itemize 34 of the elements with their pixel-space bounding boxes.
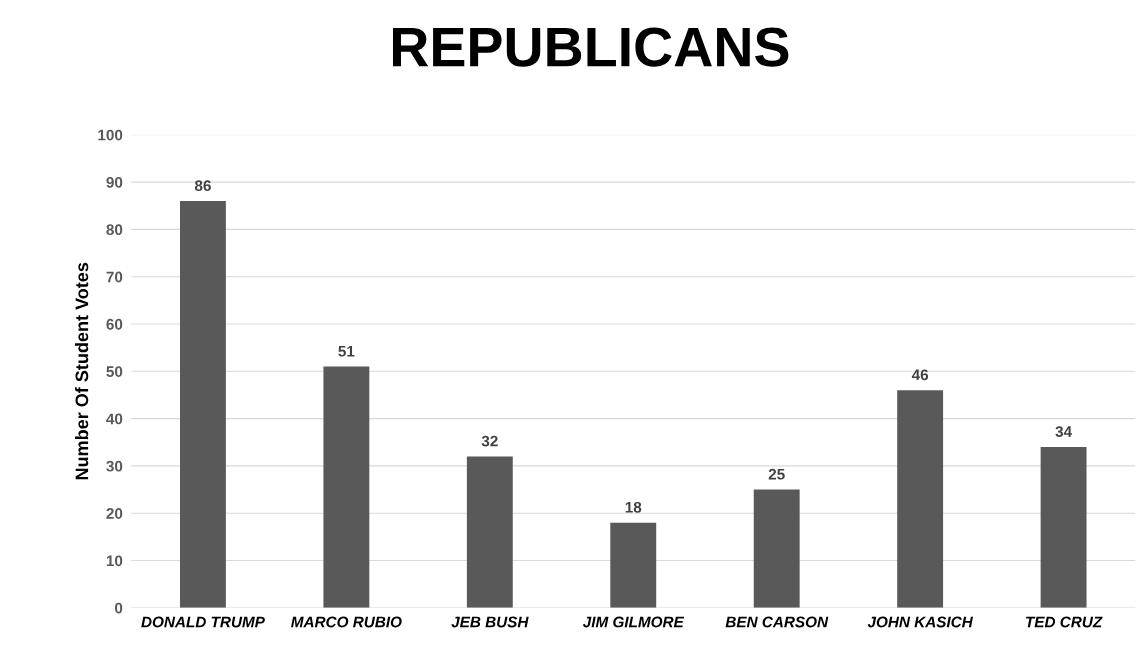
chart-title: REPUBLICANS xyxy=(392,27,789,67)
data-label: 25 xyxy=(768,468,785,480)
y-tick-label: 40 xyxy=(106,413,123,425)
x-tick-label: JOHN KASICH xyxy=(867,616,974,628)
y-tick-label: 80 xyxy=(106,224,123,236)
data-label: 18 xyxy=(625,501,642,513)
y-tick-label: 70 xyxy=(106,271,123,283)
bar xyxy=(610,522,657,608)
x-tick-label: JIM GILMORE xyxy=(582,616,685,628)
x-tick-label: TED CRUZ xyxy=(1026,616,1103,628)
x-tick-label: DONALD TRUMP xyxy=(141,616,265,628)
bar xyxy=(179,201,226,608)
y-tick-label: 50 xyxy=(106,366,123,377)
x-tick-label: JEB BUSH xyxy=(451,616,529,628)
data-label: 46 xyxy=(911,369,929,381)
y-axis-title: Number Of Student Votes xyxy=(75,262,89,480)
bar xyxy=(323,366,370,608)
x-tick-label: MARCO RUBIO xyxy=(291,616,402,628)
x-tick-label: BEN CARSON xyxy=(725,616,829,628)
data-label: 86 xyxy=(194,180,211,192)
bar xyxy=(753,489,800,608)
bar xyxy=(1040,446,1087,608)
y-tick-label: 30 xyxy=(106,460,123,472)
data-label: 32 xyxy=(481,435,498,447)
data-label: 34 xyxy=(1055,426,1072,438)
data-label: 51 xyxy=(338,345,355,357)
y-tick-label: 90 xyxy=(106,176,123,188)
y-tick-label: 0 xyxy=(114,602,123,614)
bar xyxy=(466,456,513,608)
y-tick-label: 60 xyxy=(106,318,123,330)
y-tick-label: 10 xyxy=(106,555,123,567)
y-tick-label: 20 xyxy=(106,508,123,519)
bar xyxy=(897,390,944,608)
y-tick-label: 100 xyxy=(98,129,123,141)
